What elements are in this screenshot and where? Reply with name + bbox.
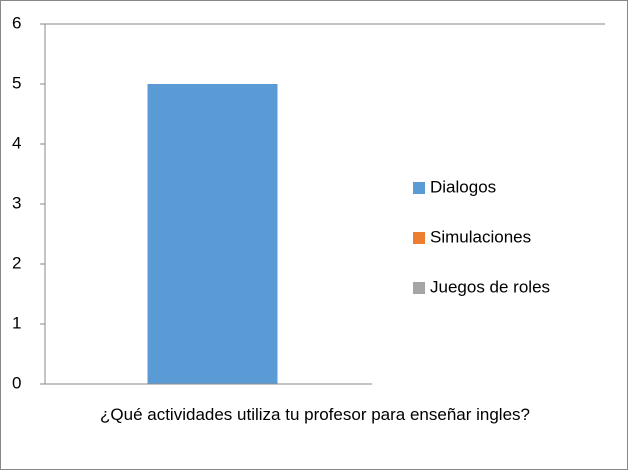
legend-swatch: [413, 182, 425, 194]
legend-label: Juegos de roles: [430, 277, 550, 296]
y-tick-label: 6: [12, 13, 21, 32]
y-tick-label: 3: [12, 193, 21, 212]
legend-label: Simulaciones: [430, 227, 531, 246]
legend-swatch: [413, 232, 425, 244]
y-tick-label: 4: [12, 133, 21, 152]
y-tick-label: 5: [12, 73, 21, 92]
y-tick-label: 2: [12, 253, 21, 272]
y-tick-label: 1: [12, 313, 21, 332]
legend-label: Dialogos: [430, 177, 496, 196]
y-tick-label: 0: [12, 373, 21, 392]
bar: [147, 84, 278, 384]
x-tick-label: ¿Qué actividades utiliza tu profesor par…: [100, 405, 530, 424]
legend-swatch: [413, 282, 425, 294]
